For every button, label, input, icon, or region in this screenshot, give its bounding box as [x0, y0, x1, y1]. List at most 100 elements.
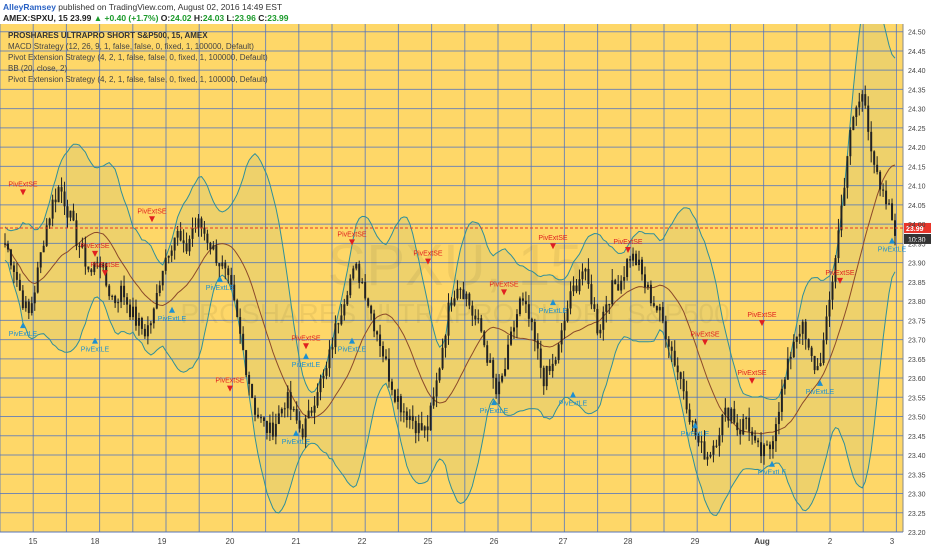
candle-body: [486, 345, 489, 363]
candle-body: [295, 409, 298, 421]
candle-body: [638, 259, 641, 266]
candle-body: [742, 418, 745, 435]
y-tick-label: 24.40: [908, 68, 926, 75]
candle-body: [176, 230, 179, 238]
y-tick-label: 23.70: [908, 338, 926, 345]
author-link[interactable]: AlleyRamsey: [3, 2, 56, 12]
candle-body: [605, 304, 608, 312]
buy-arrow-icon: [303, 352, 309, 359]
candle-body: [813, 355, 816, 371]
candle-body: [120, 285, 123, 303]
long-exit-label: PivExtLE: [206, 285, 235, 292]
legend-bb: BB (20, close, 2): [8, 64, 67, 73]
candle-body: [483, 331, 486, 346]
candle-body: [477, 318, 480, 320]
candle-body: [560, 330, 563, 345]
candle-body: [635, 253, 638, 266]
high-value: 24.03: [202, 13, 225, 23]
candle-body: [727, 407, 730, 421]
candle-body: [209, 242, 212, 250]
candle-body: [578, 279, 581, 292]
candle-body: [498, 381, 501, 395]
candle-body: [33, 292, 36, 304]
candle-body: [623, 277, 626, 281]
candle-body: [367, 298, 370, 306]
candle-body: [453, 298, 456, 306]
y-tick-label: 23.20: [908, 530, 926, 537]
candle-body: [72, 210, 75, 221]
y-tick-label: 23.75: [908, 318, 926, 325]
long-exit-label: PivExtLE: [758, 470, 787, 477]
candle-body: [748, 417, 751, 432]
candle-body: [268, 422, 271, 433]
candle-body: [9, 249, 12, 266]
sell-arrow-icon: [227, 385, 233, 392]
candle-body: [777, 411, 780, 425]
y-tick-label: 23.30: [908, 492, 926, 499]
candle-body: [649, 284, 652, 304]
candle-body: [706, 456, 709, 460]
buy-arrow-icon: [92, 337, 98, 344]
candle-body: [438, 368, 441, 381]
candle-body: [795, 336, 798, 342]
publish-line: AlleyRamsey published on TradingView.com…: [3, 2, 282, 12]
candle-body: [221, 262, 224, 267]
candle-body: [837, 230, 840, 259]
candle-body: [745, 417, 748, 419]
candle-body: [349, 278, 352, 296]
bar-time-tag: [904, 233, 931, 244]
x-tick-label: 18: [91, 537, 100, 546]
candle-body: [203, 227, 206, 234]
short-exit-label: PivExtSE: [747, 312, 777, 319]
candle-body: [304, 418, 307, 438]
candle-body: [158, 285, 161, 294]
legend-pivot-1: Pivot Extension Strategy (4, 2, 1, false…: [8, 53, 268, 62]
candle-body: [667, 339, 670, 347]
bollinger-upper: [4, 24, 896, 401]
candle-body: [462, 289, 465, 300]
candle-body: [286, 392, 289, 409]
y-tick-label: 24.50: [908, 30, 926, 37]
candle-body: [882, 189, 885, 191]
candle-body: [676, 365, 679, 373]
candle-body: [885, 190, 888, 205]
candle-body: [551, 363, 554, 372]
candle-body: [111, 295, 114, 297]
candle-body: [822, 340, 825, 364]
price-chart[interactable]: SPXU, 15 PROSHARES ULTRAPRO SHORT S&P500…: [0, 24, 932, 550]
candle-body: [533, 321, 536, 341]
candle-body: [254, 397, 257, 415]
candle-body: [456, 288, 459, 299]
short-exit-label: PivExtSE: [825, 270, 855, 277]
short-exit-label: PivExtSE: [737, 370, 767, 377]
candle-body: [825, 316, 828, 341]
x-tick-label: 22: [358, 537, 367, 546]
candle-body: [474, 315, 477, 320]
candle-body: [557, 344, 560, 361]
long-exit-label: PivExtLE: [806, 389, 835, 396]
y-tick-label: 24.05: [908, 203, 926, 210]
buy-arrow-icon: [817, 379, 823, 386]
candle-body: [408, 415, 411, 421]
candle-body: [504, 369, 507, 376]
candle-body: [501, 375, 504, 382]
legend-macd: MACD Strategy (12, 26, 9, 1, false, fals…: [8, 42, 254, 51]
candle-body: [768, 444, 771, 450]
sell-arrow-icon: [20, 189, 26, 196]
candle-body: [129, 304, 132, 318]
sell-arrow-icon: [759, 320, 765, 327]
candle-body: [447, 302, 450, 336]
candle-body: [188, 238, 191, 252]
candle-body: [733, 408, 736, 423]
candle-body: [414, 420, 417, 434]
candle-body: [495, 377, 498, 395]
candle-body: [661, 307, 664, 322]
sell-arrow-icon: [625, 247, 631, 254]
candle-body: [712, 445, 715, 455]
candle-body: [200, 218, 203, 228]
candle-body: [105, 263, 108, 286]
candle-body: [396, 396, 399, 402]
candle-body: [84, 244, 87, 267]
x-tick-label: 28: [624, 537, 633, 546]
legend-pivot-2: Pivot Extension Strategy (4, 2, 1, false…: [8, 75, 268, 84]
